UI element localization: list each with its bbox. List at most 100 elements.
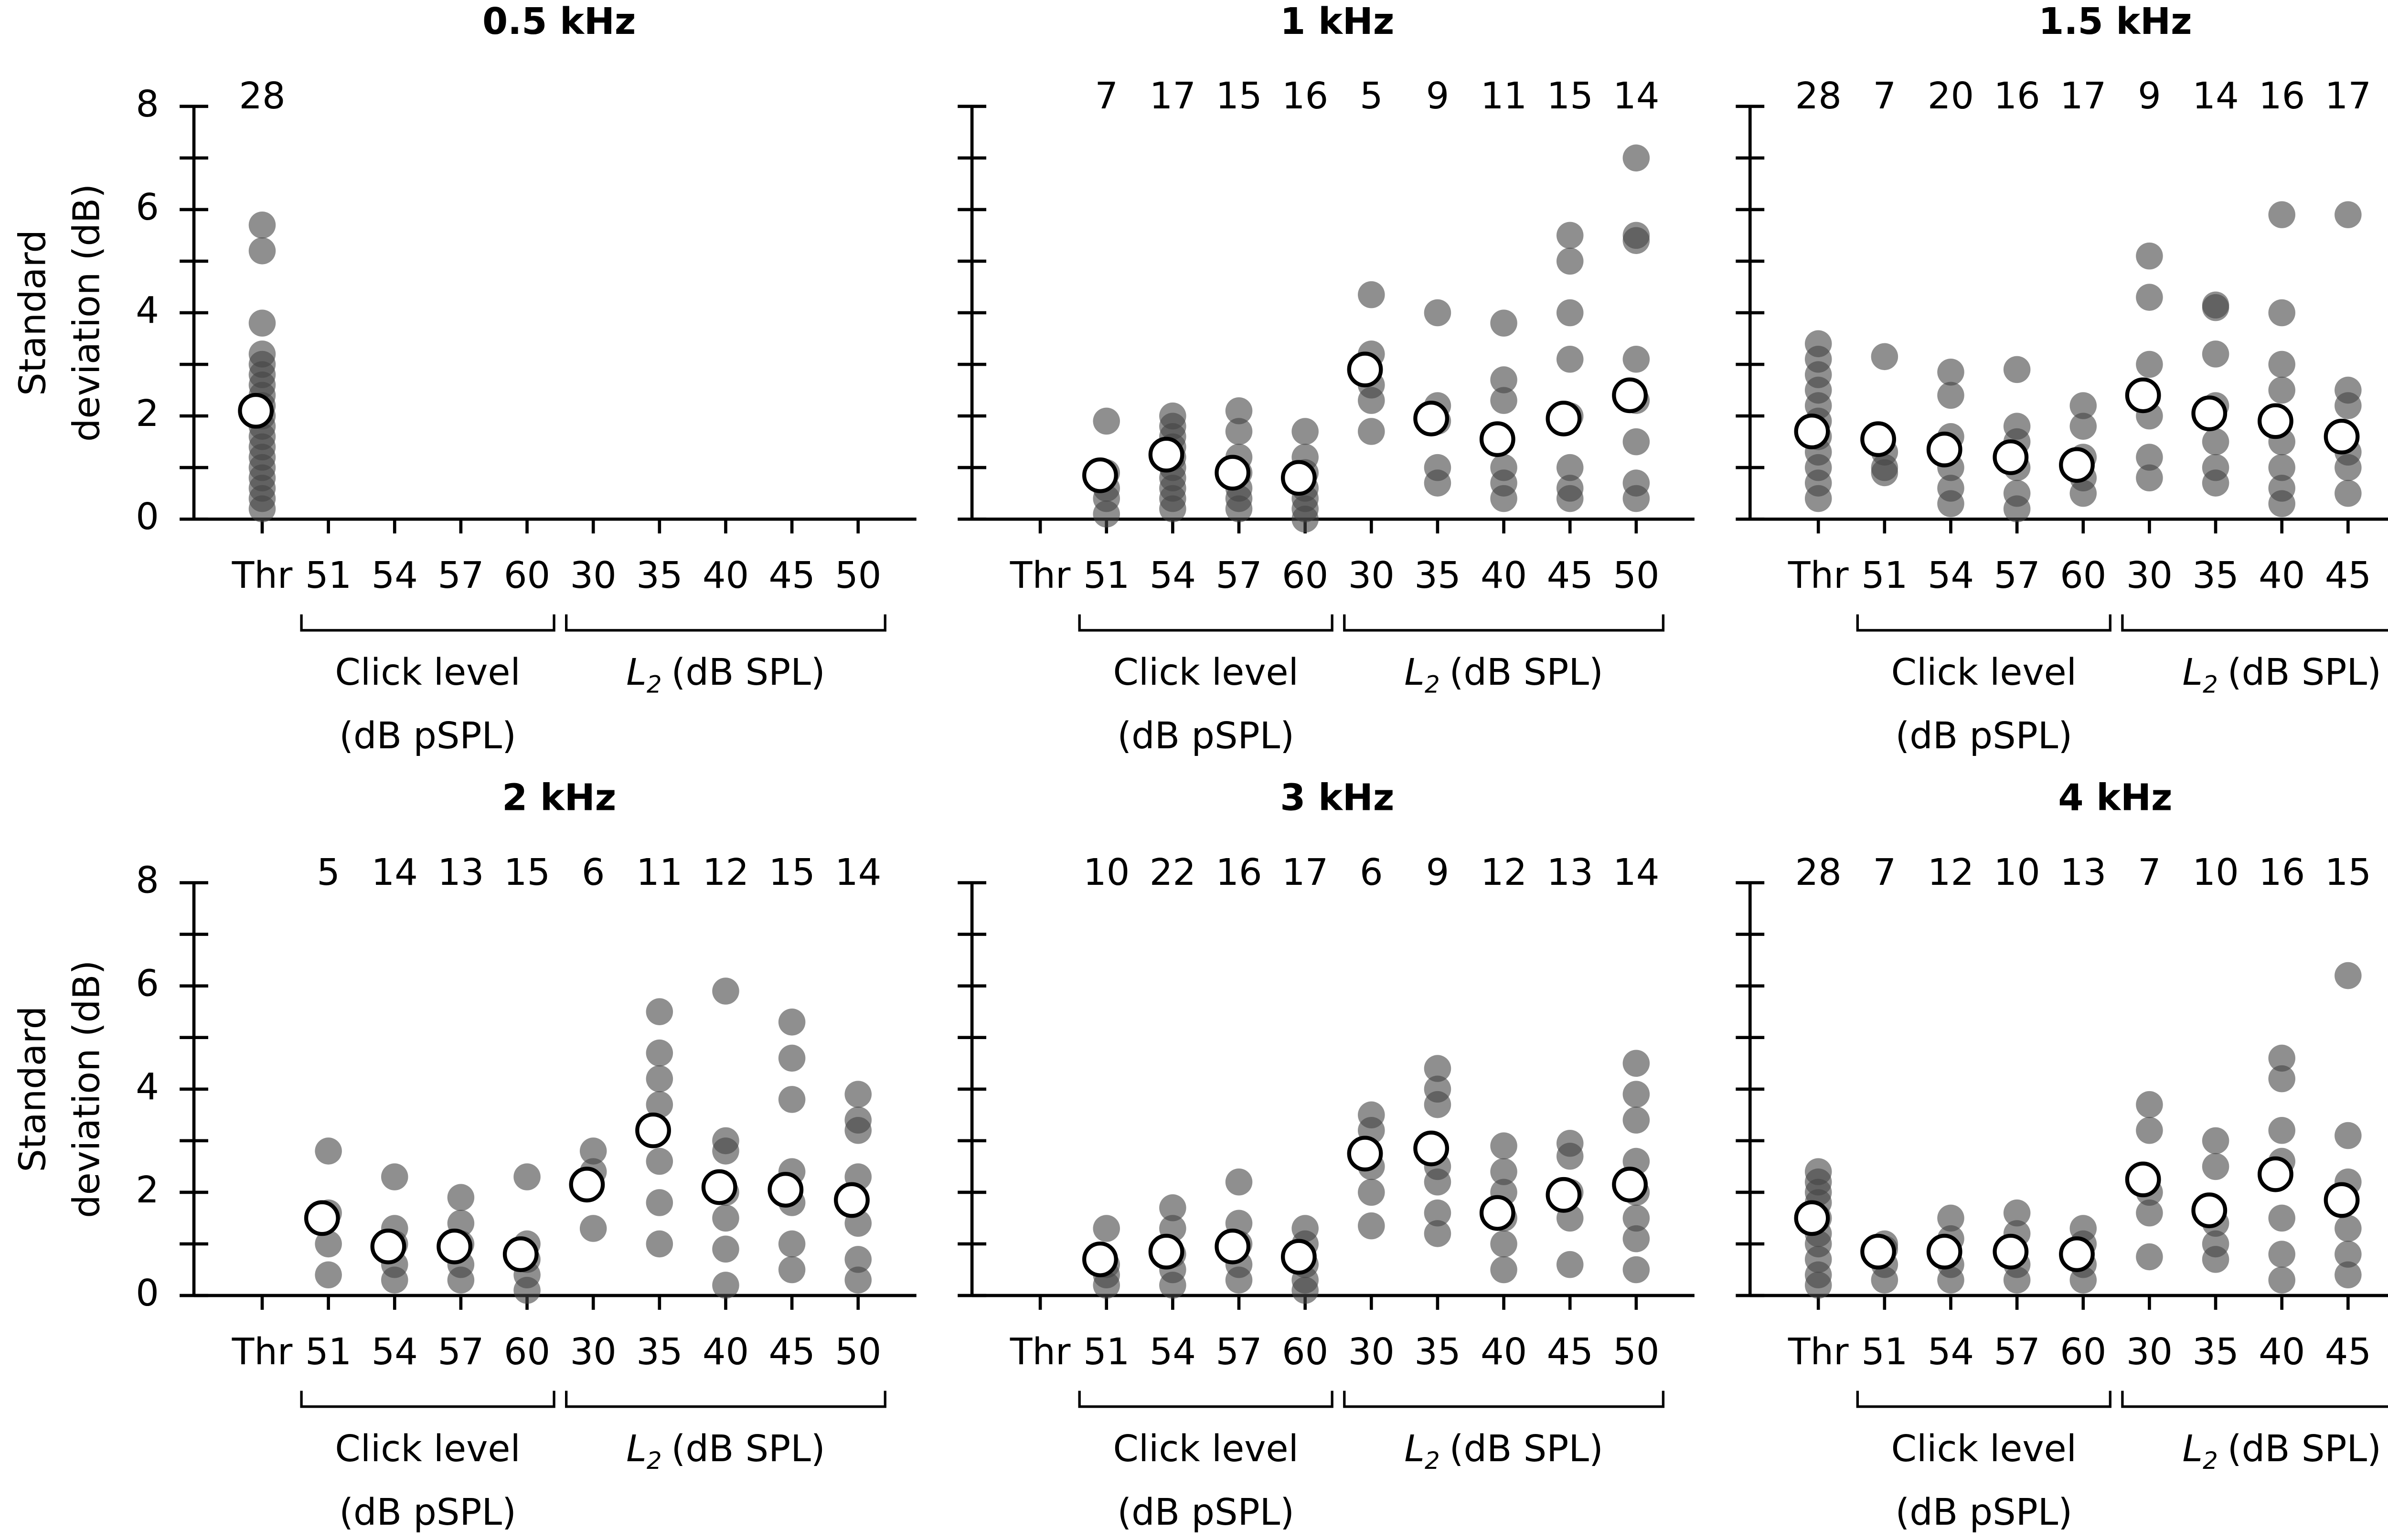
mean-point: [569, 1167, 605, 1203]
group-label-sub: 2: [647, 670, 662, 698]
x-tick-label: 50: [835, 554, 881, 597]
data-point: [2136, 444, 2163, 471]
group-label: L2 (dB SPL): [2182, 1428, 2381, 1475]
data-point: [2069, 1266, 2097, 1294]
mean-point: [2258, 1156, 2293, 1192]
group-bracket: [565, 614, 886, 632]
data-point: [2268, 490, 2295, 518]
data-point: [248, 237, 276, 265]
mean-point: [1479, 421, 1515, 457]
x-tick-label: 57: [1215, 1331, 1262, 1373]
group-label: Click level: [1113, 1428, 1299, 1470]
group-label: Click level: [335, 651, 520, 694]
mean-point: [2191, 1192, 2228, 1229]
data-point: [447, 1184, 475, 1211]
group-bracket: [565, 1391, 886, 1408]
count-label: 15: [504, 851, 550, 894]
group-label-unit: (dB SPL): [672, 1428, 825, 1470]
x-tick-label: 45: [1547, 1331, 1593, 1373]
mean-point: [1215, 1228, 1251, 1264]
group-bracket: [300, 1391, 555, 1408]
x-tick-label: 54: [1150, 554, 1196, 597]
group-bracket: [2121, 1391, 2388, 1408]
data-point: [1937, 1266, 1964, 1294]
data-point: [2003, 356, 2031, 383]
data-point: [1490, 309, 1517, 337]
data-point: [2136, 464, 2163, 492]
data-point: [1424, 1091, 1451, 1118]
count-label: 10: [2192, 851, 2239, 894]
count-label: 7: [2138, 851, 2161, 894]
mean-point: [370, 1228, 406, 1264]
x-tick-label: 45: [2325, 1331, 2371, 1373]
group-label-unit: (dB SPL): [2228, 651, 2381, 694]
data-point: [2335, 392, 2362, 419]
mean-point: [1794, 1200, 1830, 1236]
mean-point: [1280, 460, 1317, 496]
data-point: [1424, 1168, 1451, 1196]
count-label: 7: [1873, 75, 1897, 117]
x-tick-label: 54: [372, 1331, 418, 1373]
data-point: [315, 1261, 342, 1289]
data-point: [1159, 1272, 1186, 1299]
count-label: 11: [1481, 75, 1527, 117]
data-point: [2202, 1153, 2229, 1180]
data-point: [2268, 1204, 2295, 1232]
panel-title: 0.5 kHz: [482, 0, 636, 43]
x-tick-label: 57: [437, 554, 484, 597]
count-label: 7: [1095, 75, 1118, 117]
data-point: [1622, 1225, 1650, 1253]
data-point: [2069, 479, 2097, 507]
data-point: [248, 212, 276, 239]
mean-point: [1413, 401, 1450, 436]
data-point: [1622, 1081, 1650, 1108]
data-point: [2136, 1199, 2163, 1227]
data-point: [2136, 242, 2163, 270]
count-label: 14: [372, 851, 418, 894]
data-point: [1159, 1194, 1186, 1221]
mean-point: [1926, 1233, 1962, 1270]
count-label: 14: [2192, 75, 2239, 117]
group-bracket: [1343, 614, 1665, 632]
count-label: 16: [2259, 75, 2305, 117]
group-bracket: [1343, 1391, 1665, 1408]
data-point: [315, 1137, 342, 1165]
data-point: [1490, 1158, 1517, 1185]
group-label: Click level: [1891, 1428, 2077, 1470]
group-label-var: L: [2182, 1428, 2203, 1470]
data-point: [2202, 1127, 2229, 1155]
x-tick-label: Thr: [1010, 554, 1071, 597]
group-label-unit: (dB SPL): [1450, 1428, 1603, 1470]
data-point: [1225, 1266, 1253, 1294]
count-label: 10: [1083, 851, 1130, 894]
data-point: [1622, 1050, 1650, 1077]
data-point: [844, 1246, 872, 1273]
y-tick-label: 8: [136, 860, 159, 902]
data-point: [1937, 358, 1964, 386]
mean-point: [1280, 1239, 1317, 1275]
panel: 3 kHz Thr 51 10 54 22 57 16 60 17 30 6 35 9 40 12 45 13 50…: [958, 777, 1695, 1534]
data-point: [2202, 469, 2229, 497]
mean-point: [834, 1182, 870, 1218]
x-tick-label: 35: [1414, 1331, 1461, 1373]
x-tick-label: 35: [636, 554, 682, 597]
count-label: 17: [2325, 75, 2371, 117]
data-point: [1622, 345, 1650, 373]
data-point: [712, 977, 739, 1005]
data-point: [1556, 345, 1584, 373]
panel: 1.5 kHz Thr 28 51 7 54 20 57 16 60 17 30 9 35 14 40 16 45…: [1736, 0, 2388, 757]
x-tick-label: 54: [1928, 1331, 1974, 1373]
data-point: [1093, 1272, 1120, 1299]
count-label: 15: [1215, 75, 1262, 117]
data-point: [2136, 350, 2163, 378]
data-point: [1556, 222, 1584, 249]
group-bracket: [1856, 1391, 2111, 1408]
data-point: [646, 1230, 673, 1258]
group-label: Click level: [335, 1428, 520, 1470]
count-label: 9: [1426, 75, 1450, 117]
data-point: [1093, 500, 1120, 528]
mean-point: [1993, 1233, 2029, 1270]
data-point: [2268, 1241, 2295, 1268]
mean-point: [1546, 1177, 1582, 1213]
